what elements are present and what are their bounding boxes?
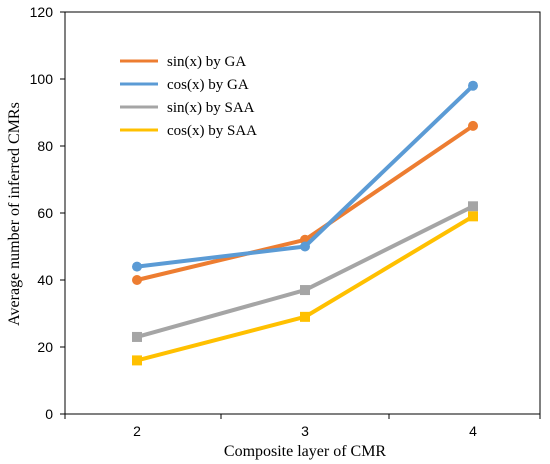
y-tick-label: 40 bbox=[37, 272, 53, 288]
series-1 bbox=[132, 80, 478, 272]
y-tick-label: 60 bbox=[37, 205, 53, 221]
series-2 bbox=[132, 201, 478, 342]
data-point bbox=[468, 80, 478, 91]
y-axis-label: Average number of inferred CMRs bbox=[6, 102, 23, 326]
x-axis-label: Composite layer of CMR bbox=[224, 443, 387, 460]
legend: sin(x) by GA cos(x) by GA sin(x) by SAA cos… bbox=[120, 54, 257, 139]
y-tick-label: 120 bbox=[30, 4, 54, 20]
data-point bbox=[468, 201, 478, 212]
x-tick-label: 3 bbox=[301, 423, 309, 439]
series-line bbox=[136, 124, 475, 282]
legend-label: sin(x) by SAA bbox=[167, 100, 255, 116]
data-point bbox=[468, 211, 478, 222]
x-axis-ticks: 2 3 4 bbox=[64, 414, 541, 439]
series-layer bbox=[132, 80, 478, 366]
y-tick-label: 80 bbox=[37, 138, 53, 154]
data-point bbox=[300, 311, 310, 322]
data-point bbox=[300, 241, 310, 252]
y-tick-label: 100 bbox=[30, 71, 54, 87]
y-axis-ticks: 0 20 40 60 80 100 120 bbox=[30, 4, 65, 422]
data-point bbox=[132, 261, 142, 272]
y-tick-label: 20 bbox=[37, 339, 53, 355]
legend-label: cos(x) by GA bbox=[167, 77, 249, 93]
y-tick-label: 0 bbox=[45, 406, 53, 422]
x-tick-label: 2 bbox=[133, 423, 141, 439]
data-point bbox=[468, 120, 478, 131]
data-point bbox=[132, 275, 142, 285]
legend-label: cos(x) by SAA bbox=[167, 123, 257, 139]
data-point bbox=[300, 285, 310, 296]
data-point bbox=[132, 355, 142, 366]
data-point bbox=[132, 331, 142, 342]
x-tick-label: 4 bbox=[469, 423, 477, 439]
legend-label: sin(x) by GA bbox=[167, 54, 246, 70]
series-3 bbox=[132, 211, 478, 366]
